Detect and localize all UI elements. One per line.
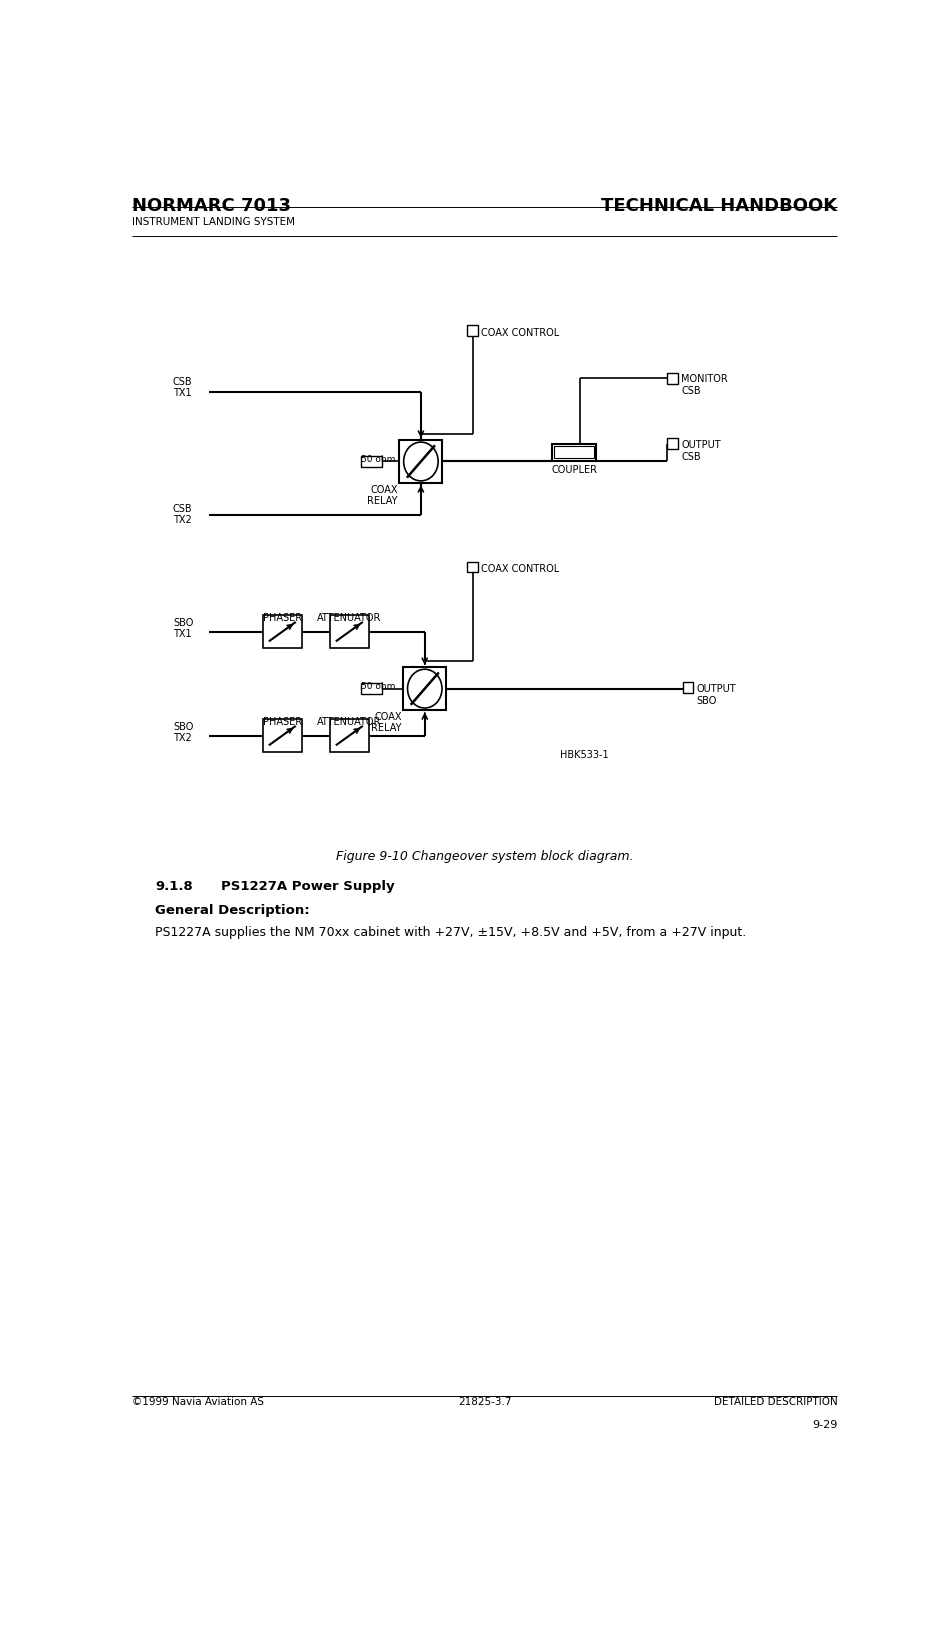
- Bar: [667, 374, 678, 384]
- Text: SBO
TX1: SBO TX1: [173, 619, 193, 640]
- Text: SBO
TX2: SBO TX2: [173, 721, 193, 743]
- Bar: [330, 720, 369, 752]
- Text: CSB
TX1: CSB TX1: [173, 377, 193, 398]
- Text: OUTPUT
CSB: OUTPUT CSB: [681, 441, 721, 462]
- Text: INSTRUMENT LANDING SYSTEM: INSTRUMENT LANDING SYSTEM: [132, 217, 295, 227]
- Text: HBK533-1: HBK533-1: [559, 751, 608, 761]
- Bar: [360, 684, 382, 694]
- Text: COUPLER: COUPLER: [552, 465, 597, 475]
- Text: COAX CONTROL: COAX CONTROL: [481, 565, 559, 574]
- Text: MONITOR
CSB: MONITOR CSB: [681, 374, 727, 397]
- Text: CSB
TX2: CSB TX2: [173, 504, 193, 526]
- Text: ATTENUATOR: ATTENUATOR: [317, 716, 381, 728]
- Text: COAX CONTROL: COAX CONTROL: [481, 328, 559, 338]
- Text: ATTENUATOR: ATTENUATOR: [317, 614, 381, 623]
- Text: PS1227A Power Supply: PS1227A Power Supply: [220, 880, 394, 893]
- Text: 50 ohm: 50 ohm: [360, 455, 395, 463]
- Bar: [554, 446, 594, 459]
- Text: 9-29: 9-29: [812, 1420, 837, 1430]
- Text: 9.1.8: 9.1.8: [155, 880, 193, 893]
- Bar: [552, 444, 597, 460]
- Text: General Description:: General Description:: [155, 904, 310, 917]
- Text: DETAILED DESCRIPTION: DETAILED DESCRIPTION: [713, 1397, 837, 1407]
- Bar: [403, 667, 447, 710]
- Text: PS1227A supplies the NM 70xx cabinet with +27V, ±15V, +8.5V and +5V, from a +27V: PS1227A supplies the NM 70xx cabinet wit…: [155, 925, 746, 938]
- Bar: [263, 720, 302, 752]
- Bar: [467, 561, 478, 573]
- Text: COAX
RELAY: COAX RELAY: [367, 485, 398, 506]
- Bar: [360, 455, 382, 467]
- Text: 50 ohm: 50 ohm: [360, 682, 395, 690]
- Bar: [683, 682, 693, 694]
- Bar: [263, 615, 302, 648]
- Text: Figure 9-10 Changeover system block diagram.: Figure 9-10 Changeover system block diag…: [336, 850, 634, 863]
- Text: TECHNICAL HANDBOOK: TECHNICAL HANDBOOK: [602, 197, 837, 215]
- Text: ©1999 Navia Aviation AS: ©1999 Navia Aviation AS: [132, 1397, 264, 1407]
- Text: PHASER: PHASER: [263, 716, 302, 728]
- Ellipse shape: [408, 669, 442, 708]
- Text: PHASER: PHASER: [263, 614, 302, 623]
- Text: COAX
RELAY: COAX RELAY: [371, 712, 402, 733]
- Bar: [467, 325, 478, 336]
- Text: 21825-3.7: 21825-3.7: [458, 1397, 512, 1407]
- Text: OUTPUT
SBO: OUTPUT SBO: [696, 684, 736, 705]
- Bar: [399, 441, 443, 483]
- Text: NORMARC 7013: NORMARC 7013: [132, 197, 291, 215]
- Ellipse shape: [404, 442, 438, 481]
- Bar: [667, 439, 678, 449]
- Bar: [330, 615, 369, 648]
